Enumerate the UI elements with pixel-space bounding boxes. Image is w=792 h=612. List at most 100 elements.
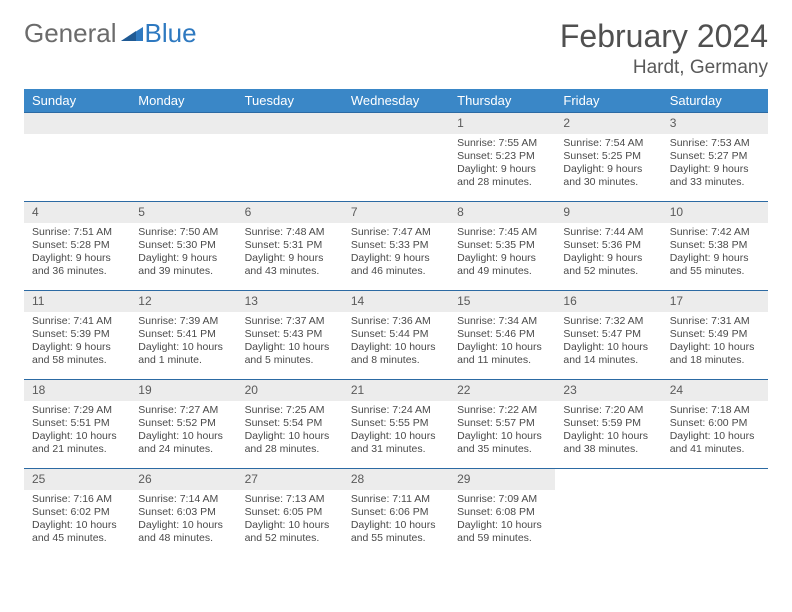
day-number: 15 bbox=[449, 291, 555, 312]
day-number bbox=[24, 113, 130, 134]
day-detail: Sunrise: 7:18 AM Sunset: 6:00 PM Dayligh… bbox=[662, 401, 768, 463]
day-detail: Sunrise: 7:51 AM Sunset: 5:28 PM Dayligh… bbox=[24, 223, 130, 285]
day-detail: Sunrise: 7:42 AM Sunset: 5:38 PM Dayligh… bbox=[662, 223, 768, 285]
calendar-cell: 17Sunrise: 7:31 AM Sunset: 5:49 PM Dayli… bbox=[662, 291, 768, 380]
location-label: Hardt, Germany bbox=[560, 57, 768, 79]
calendar-cell: 23Sunrise: 7:20 AM Sunset: 5:59 PM Dayli… bbox=[555, 380, 661, 469]
calendar-cell bbox=[130, 113, 236, 202]
day-number: 3 bbox=[662, 113, 768, 134]
day-detail: Sunrise: 7:22 AM Sunset: 5:57 PM Dayligh… bbox=[449, 401, 555, 463]
day-detail: Sunrise: 7:34 AM Sunset: 5:46 PM Dayligh… bbox=[449, 312, 555, 374]
day-number: 28 bbox=[343, 469, 449, 490]
day-detail: Sunrise: 7:37 AM Sunset: 5:43 PM Dayligh… bbox=[237, 312, 343, 374]
day-detail: Sunrise: 7:47 AM Sunset: 5:33 PM Dayligh… bbox=[343, 223, 449, 285]
weekday-header: Thursday bbox=[449, 89, 555, 113]
brand-logo: General Blue bbox=[24, 18, 197, 49]
day-number: 6 bbox=[237, 202, 343, 223]
day-number bbox=[237, 113, 343, 134]
day-detail bbox=[237, 134, 343, 143]
calendar-cell: 6Sunrise: 7:48 AM Sunset: 5:31 PM Daylig… bbox=[237, 202, 343, 291]
calendar-cell: 4Sunrise: 7:51 AM Sunset: 5:28 PM Daylig… bbox=[24, 202, 130, 291]
day-detail: Sunrise: 7:25 AM Sunset: 5:54 PM Dayligh… bbox=[237, 401, 343, 463]
calendar-cell: 3Sunrise: 7:53 AM Sunset: 5:27 PM Daylig… bbox=[662, 113, 768, 202]
calendar-cell: 20Sunrise: 7:25 AM Sunset: 5:54 PM Dayli… bbox=[237, 380, 343, 469]
day-number: 4 bbox=[24, 202, 130, 223]
day-number: 1 bbox=[449, 113, 555, 134]
calendar-week-row: 18Sunrise: 7:29 AM Sunset: 5:51 PM Dayli… bbox=[24, 380, 768, 469]
day-detail: Sunrise: 7:29 AM Sunset: 5:51 PM Dayligh… bbox=[24, 401, 130, 463]
calendar-cell bbox=[555, 469, 661, 558]
day-number: 24 bbox=[662, 380, 768, 401]
day-detail: Sunrise: 7:45 AM Sunset: 5:35 PM Dayligh… bbox=[449, 223, 555, 285]
day-detail: Sunrise: 7:50 AM Sunset: 5:30 PM Dayligh… bbox=[130, 223, 236, 285]
calendar-week-row: 1Sunrise: 7:55 AM Sunset: 5:23 PM Daylig… bbox=[24, 113, 768, 202]
calendar-cell bbox=[237, 113, 343, 202]
day-number: 20 bbox=[237, 380, 343, 401]
day-number: 18 bbox=[24, 380, 130, 401]
day-detail: Sunrise: 7:11 AM Sunset: 6:06 PM Dayligh… bbox=[343, 490, 449, 552]
weekday-header: Monday bbox=[130, 89, 236, 113]
day-detail: Sunrise: 7:53 AM Sunset: 5:27 PM Dayligh… bbox=[662, 134, 768, 196]
page-title: February 2024 bbox=[560, 18, 768, 55]
calendar-cell: 26Sunrise: 7:14 AM Sunset: 6:03 PM Dayli… bbox=[130, 469, 236, 558]
calendar-cell bbox=[343, 113, 449, 202]
calendar-cell: 7Sunrise: 7:47 AM Sunset: 5:33 PM Daylig… bbox=[343, 202, 449, 291]
day-detail: Sunrise: 7:13 AM Sunset: 6:05 PM Dayligh… bbox=[237, 490, 343, 552]
weekday-header: Friday bbox=[555, 89, 661, 113]
day-detail: Sunrise: 7:44 AM Sunset: 5:36 PM Dayligh… bbox=[555, 223, 661, 285]
day-detail: Sunrise: 7:16 AM Sunset: 6:02 PM Dayligh… bbox=[24, 490, 130, 552]
calendar-cell: 8Sunrise: 7:45 AM Sunset: 5:35 PM Daylig… bbox=[449, 202, 555, 291]
weekday-header: Saturday bbox=[662, 89, 768, 113]
day-number: 5 bbox=[130, 202, 236, 223]
day-number: 11 bbox=[24, 291, 130, 312]
calendar-cell: 12Sunrise: 7:39 AM Sunset: 5:41 PM Dayli… bbox=[130, 291, 236, 380]
brand-text-general: General bbox=[24, 18, 117, 49]
brand-triangle-icon bbox=[121, 25, 143, 43]
day-detail: Sunrise: 7:41 AM Sunset: 5:39 PM Dayligh… bbox=[24, 312, 130, 374]
calendar-cell: 28Sunrise: 7:11 AM Sunset: 6:06 PM Dayli… bbox=[343, 469, 449, 558]
day-detail: Sunrise: 7:39 AM Sunset: 5:41 PM Dayligh… bbox=[130, 312, 236, 374]
calendar-cell: 27Sunrise: 7:13 AM Sunset: 6:05 PM Dayli… bbox=[237, 469, 343, 558]
day-number bbox=[130, 113, 236, 134]
weekday-header: Wednesday bbox=[343, 89, 449, 113]
day-number: 21 bbox=[343, 380, 449, 401]
day-detail bbox=[555, 490, 661, 499]
day-number: 27 bbox=[237, 469, 343, 490]
calendar-cell: 29Sunrise: 7:09 AM Sunset: 6:08 PM Dayli… bbox=[449, 469, 555, 558]
calendar-table: SundayMondayTuesdayWednesdayThursdayFrid… bbox=[24, 89, 768, 557]
calendar-cell: 19Sunrise: 7:27 AM Sunset: 5:52 PM Dayli… bbox=[130, 380, 236, 469]
day-detail bbox=[24, 134, 130, 143]
day-number: 16 bbox=[555, 291, 661, 312]
calendar-week-row: 25Sunrise: 7:16 AM Sunset: 6:02 PM Dayli… bbox=[24, 469, 768, 558]
calendar-cell: 1Sunrise: 7:55 AM Sunset: 5:23 PM Daylig… bbox=[449, 113, 555, 202]
calendar-week-row: 11Sunrise: 7:41 AM Sunset: 5:39 PM Dayli… bbox=[24, 291, 768, 380]
day-detail: Sunrise: 7:54 AM Sunset: 5:25 PM Dayligh… bbox=[555, 134, 661, 196]
calendar-cell: 25Sunrise: 7:16 AM Sunset: 6:02 PM Dayli… bbox=[24, 469, 130, 558]
calendar-week-row: 4Sunrise: 7:51 AM Sunset: 5:28 PM Daylig… bbox=[24, 202, 768, 291]
day-number: 13 bbox=[237, 291, 343, 312]
day-number: 9 bbox=[555, 202, 661, 223]
calendar-cell: 10Sunrise: 7:42 AM Sunset: 5:38 PM Dayli… bbox=[662, 202, 768, 291]
day-number bbox=[343, 113, 449, 134]
day-detail: Sunrise: 7:55 AM Sunset: 5:23 PM Dayligh… bbox=[449, 134, 555, 196]
calendar-cell: 24Sunrise: 7:18 AM Sunset: 6:00 PM Dayli… bbox=[662, 380, 768, 469]
header: General Blue February 2024 Hardt, German… bbox=[24, 18, 768, 79]
calendar-cell: 9Sunrise: 7:44 AM Sunset: 5:36 PM Daylig… bbox=[555, 202, 661, 291]
day-number: 2 bbox=[555, 113, 661, 134]
calendar-cell: 22Sunrise: 7:22 AM Sunset: 5:57 PM Dayli… bbox=[449, 380, 555, 469]
day-detail: Sunrise: 7:20 AM Sunset: 5:59 PM Dayligh… bbox=[555, 401, 661, 463]
weekday-header: Sunday bbox=[24, 89, 130, 113]
day-detail: Sunrise: 7:32 AM Sunset: 5:47 PM Dayligh… bbox=[555, 312, 661, 374]
calendar-cell: 15Sunrise: 7:34 AM Sunset: 5:46 PM Dayli… bbox=[449, 291, 555, 380]
calendar-cell: 13Sunrise: 7:37 AM Sunset: 5:43 PM Dayli… bbox=[237, 291, 343, 380]
day-detail: Sunrise: 7:24 AM Sunset: 5:55 PM Dayligh… bbox=[343, 401, 449, 463]
day-number: 7 bbox=[343, 202, 449, 223]
day-detail bbox=[662, 490, 768, 499]
day-number: 12 bbox=[130, 291, 236, 312]
calendar-cell: 14Sunrise: 7:36 AM Sunset: 5:44 PM Dayli… bbox=[343, 291, 449, 380]
day-detail bbox=[343, 134, 449, 143]
day-detail: Sunrise: 7:14 AM Sunset: 6:03 PM Dayligh… bbox=[130, 490, 236, 552]
calendar-cell bbox=[662, 469, 768, 558]
day-detail: Sunrise: 7:48 AM Sunset: 5:31 PM Dayligh… bbox=[237, 223, 343, 285]
day-detail: Sunrise: 7:27 AM Sunset: 5:52 PM Dayligh… bbox=[130, 401, 236, 463]
